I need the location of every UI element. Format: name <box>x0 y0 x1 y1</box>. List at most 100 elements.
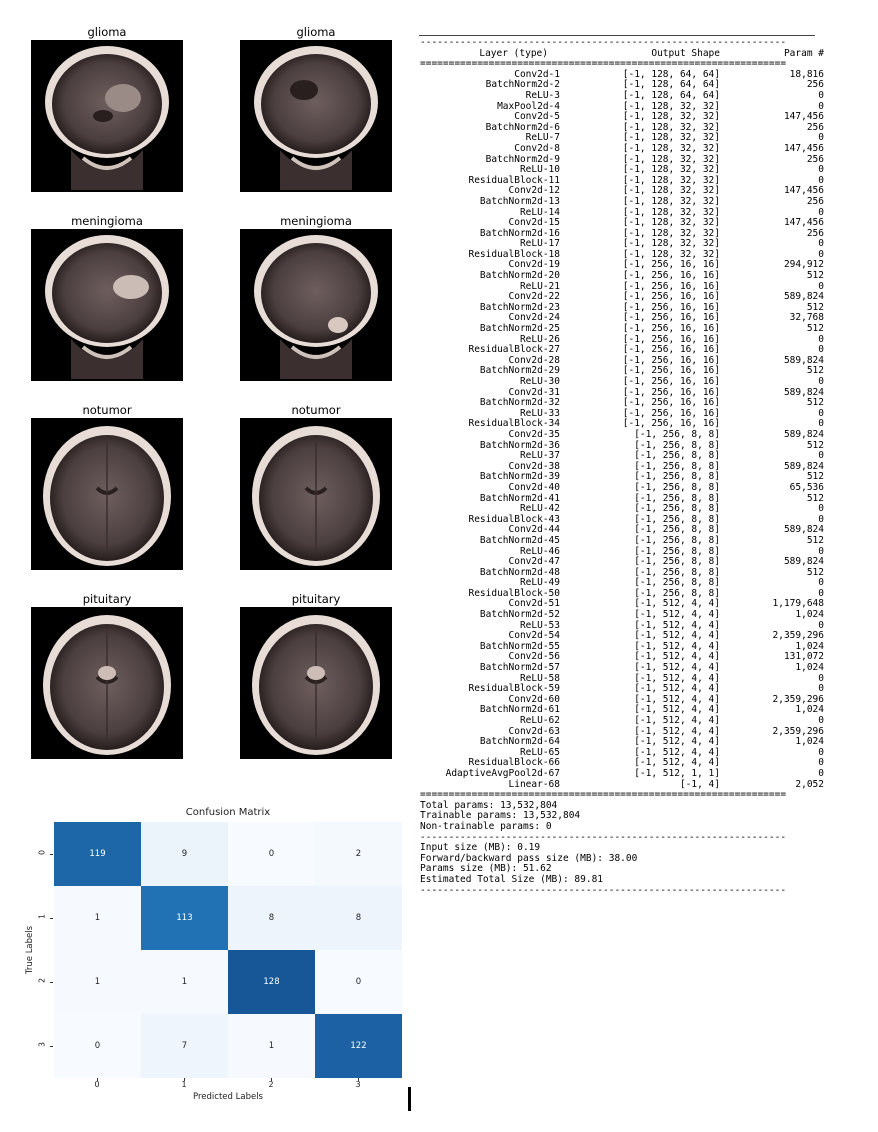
layer-row: Conv2d-12 [-1, 128, 32, 32] 147,456 <box>420 186 830 197</box>
layer-param-count: 0 <box>818 100 824 112</box>
dash-separator: ----------------------------------------… <box>420 832 787 843</box>
layer-name: BatchNorm2d-13 <box>479 195 560 207</box>
confusion-matrix-cell: 1 <box>54 950 141 1014</box>
layer-row: BatchNorm2d-52 [-1, 512, 4, 4] 1,024 <box>420 609 830 621</box>
layer-param-count: 589,824 <box>783 428 824 440</box>
layer-row: BatchNorm2d-41 [-1, 256, 8, 8] 512 <box>420 492 830 505</box>
layer-name: ResidualBlock-34 <box>468 418 560 430</box>
model-summary: ----------------------------------------… <box>420 38 830 896</box>
layer-row: BatchNorm2d-45 [-1, 256, 8, 8] 512 <box>420 535 830 547</box>
layer-param-count: 589,824 <box>783 460 824 472</box>
layer-name: ReLU-10 <box>519 164 560 176</box>
layer-output-shape: [-1, 256, 16, 16] <box>622 354 720 366</box>
x-tick-mark <box>271 1078 272 1081</box>
layer-output-shape: [-1, 512, 4, 4] <box>634 725 720 737</box>
forward-backward-size: Forward/backward pass size (MB): 38.00 <box>420 852 638 864</box>
layer-param-count: 1,024 <box>795 640 824 652</box>
layer-param-count: 0 <box>818 513 824 525</box>
layer-output-shape: [-1, 512, 4, 4] <box>634 693 720 705</box>
layer-output-shape: [-1, 256, 8, 8] <box>634 577 720 589</box>
layer-name: BatchNorm2d-64 <box>479 736 560 748</box>
layer-param-count: 589,824 <box>783 386 824 398</box>
layer-output-shape: [-1, 256, 8, 8] <box>634 513 720 525</box>
mri-class-label: pituitary <box>291 592 341 606</box>
layer-output-shape: [-1, 256, 16, 16] <box>622 312 720 324</box>
mri-image-cell: pituitary <box>31 591 183 759</box>
layer-output-shape: [-1, 128, 32, 32] <box>622 217 720 229</box>
layer-name: Conv2d-28 <box>508 354 560 366</box>
layer-name: Conv2d-12 <box>508 185 560 197</box>
layer-name: Conv2d-54 <box>508 630 560 642</box>
layer-name: BatchNorm2d-32 <box>479 397 560 409</box>
layer-name: Conv2d-51 <box>508 598 560 610</box>
y-tick-label: 0 <box>37 849 47 856</box>
layer-name: Conv2d-35 <box>508 428 560 440</box>
layer-row: ResidualBlock-11 [-1, 128, 32, 32] 0 <box>420 175 830 187</box>
header-layer-type: Layer (type) <box>479 47 548 59</box>
mri-class-label: notumor <box>82 403 132 417</box>
layer-param-count: 0 <box>818 418 824 430</box>
confusion-matrix-cell: 1 <box>54 886 141 950</box>
layer-param-count: 589,824 <box>783 556 824 568</box>
layer-param-count: 0 <box>818 683 824 695</box>
layer-name: BatchNorm2d-61 <box>479 704 560 716</box>
layer-param-count: 1,179,648 <box>772 598 824 610</box>
layer-output-shape: [-1, 128, 32, 32] <box>622 111 720 123</box>
layer-name: BatchNorm2d-41 <box>479 492 560 504</box>
layer-output-shape: [-1, 256, 8, 8] <box>634 503 720 515</box>
layer-param-count: 0 <box>818 248 824 260</box>
layer-name: ReLU-33 <box>519 407 560 419</box>
layer-param-count: 0 <box>818 280 824 292</box>
layer-param-count: 1,024 <box>795 704 824 716</box>
layer-param-count: 0 <box>818 450 824 462</box>
mri-class-label: meningioma <box>71 214 143 228</box>
layer-rows: Conv2d-1 [-1, 128, 64, 64] 18,816 BatchNorm… <box>420 68 830 790</box>
layer-output-shape: [-1, 128, 32, 32] <box>622 121 720 133</box>
layer-output-shape: [-1, 512, 4, 4] <box>634 746 720 758</box>
confusion-matrix-cell: 128 <box>228 950 315 1014</box>
layer-name: Conv2d-38 <box>508 460 560 472</box>
layer-name: Conv2d-15 <box>508 217 560 229</box>
layer-row: Conv2d-28 [-1, 256, 16, 16] 589,824 <box>420 354 830 367</box>
layer-param-count: 256 <box>806 195 824 207</box>
layer-param-count: 1,024 <box>795 736 824 748</box>
layer-row: BatchNorm2d-29 [-1, 256, 16, 16] 512 <box>420 366 830 377</box>
layer-output-shape: [-1, 128, 64, 64] <box>622 79 720 91</box>
layer-output-shape: [-1, 256, 16, 16] <box>622 323 720 335</box>
layer-param-count: 0 <box>818 715 824 726</box>
layer-param-count: 1,024 <box>795 662 824 674</box>
layer-output-shape: [-1, 512, 4, 4] <box>634 715 720 726</box>
layer-row: BatchNorm2d-64 [-1, 512, 4, 4] 1,024 <box>420 737 830 748</box>
layer-row: ResidualBlock-18 [-1, 128, 32, 32] 0 <box>420 248 830 261</box>
layer-row: BatchNorm2d-20 [-1, 256, 16, 16] 512 <box>420 270 830 282</box>
layer-output-shape: [-1, 512, 4, 4] <box>634 662 720 674</box>
layer-row: BatchNorm2d-36 [-1, 256, 8, 8] 512 <box>420 440 830 452</box>
top-rule <box>419 35 815 36</box>
layer-param-count: 147,456 <box>783 217 824 229</box>
layer-output-shape: [-1, 256, 16, 16] <box>622 418 720 430</box>
confusion-matrix-cell: 7 <box>141 1014 228 1078</box>
summary-header: Layer (type) Output Shape Param # <box>420 47 830 60</box>
layer-param-count: 32,768 <box>789 312 824 324</box>
layer-name: ReLU-17 <box>519 238 560 250</box>
layer-param-count: 147,456 <box>783 111 824 123</box>
mri-scan-image <box>240 40 392 192</box>
non-trainable-params: Non-trainable params: 0 <box>420 820 552 832</box>
input-size: Input size (MB): 0.19 <box>420 842 541 854</box>
confusion-matrix-cell: 9 <box>141 822 228 886</box>
layer-param-count: 589,824 <box>783 291 824 303</box>
layer-param-count: 0 <box>818 503 824 515</box>
layer-param-count: 256 <box>806 79 824 91</box>
layer-output-shape: [-1, 128, 64, 64] <box>622 68 720 80</box>
layer-row: BatchNorm2d-25 [-1, 256, 16, 16] 512 <box>420 323 830 335</box>
confusion-matrix-cell: 122 <box>315 1014 402 1078</box>
layer-param-count: 147,456 <box>783 142 824 154</box>
mri-scan-image <box>31 418 183 570</box>
layer-param-count: 2,359,296 <box>772 693 824 705</box>
y-tick-mark <box>50 982 53 983</box>
layer-output-shape: [-1, 256, 16, 16] <box>622 280 720 292</box>
layer-output-shape: [-1, 512, 4, 4] <box>634 640 720 652</box>
layer-param-count: 512 <box>806 471 824 483</box>
layer-row: Conv2d-35 [-1, 256, 8, 8] 589,824 <box>420 428 830 441</box>
layer-row: BatchNorm2d-61 [-1, 512, 4, 4] 1,024 <box>420 705 830 716</box>
